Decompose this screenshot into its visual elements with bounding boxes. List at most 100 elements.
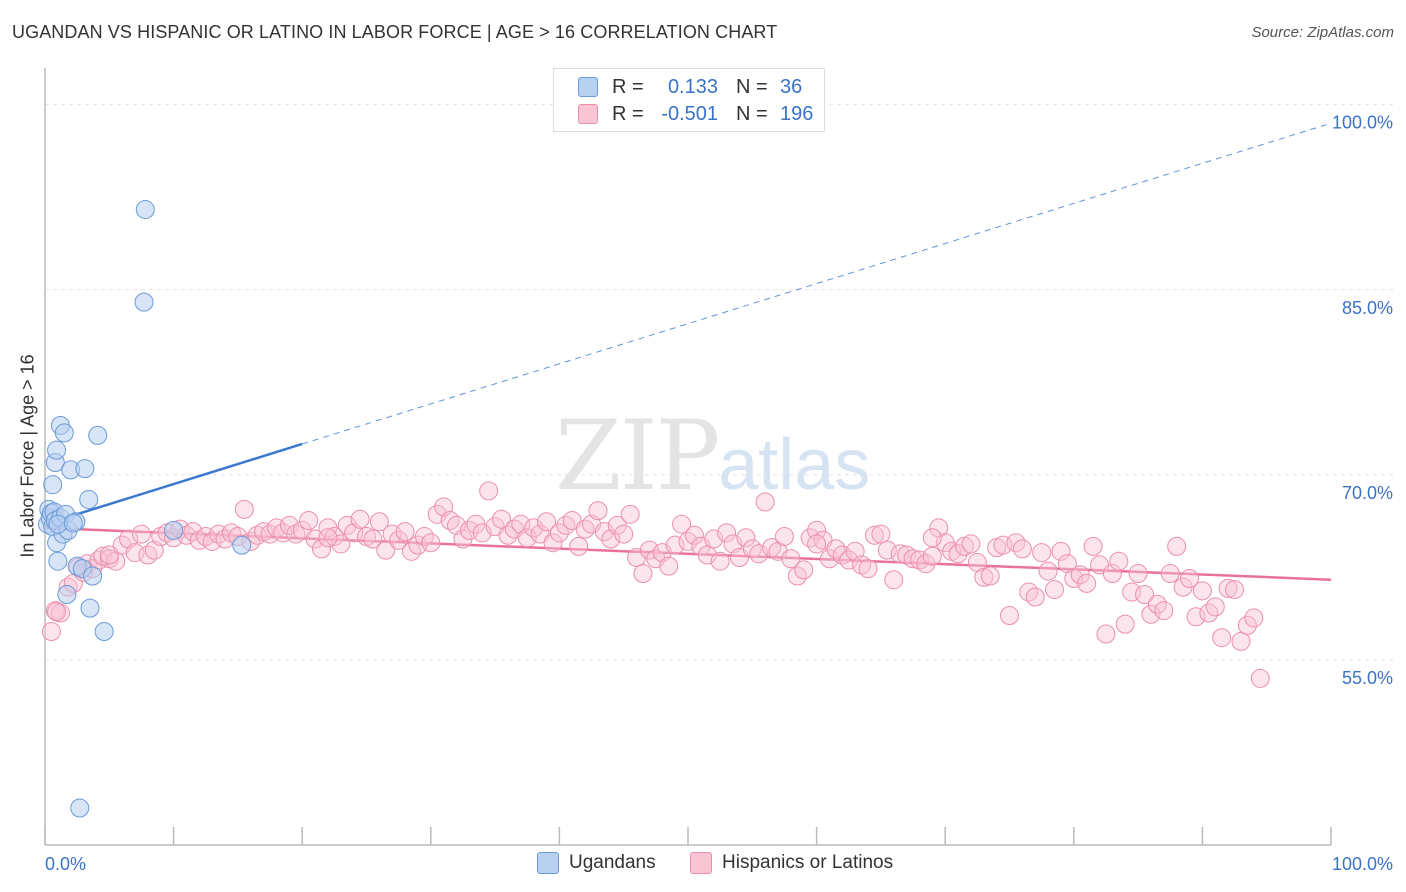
hispanic-point bbox=[234, 499, 254, 519]
axes bbox=[44, 68, 1332, 846]
y-tick-label: 70.0% bbox=[1342, 483, 1393, 503]
hispanic-point bbox=[1038, 561, 1058, 581]
hispanic-point bbox=[537, 512, 557, 532]
legend-r-value: -0.501 bbox=[661, 102, 718, 125]
ugandan-point bbox=[47, 440, 67, 460]
hispanic-point bbox=[549, 523, 569, 543]
hispanic-point bbox=[1096, 624, 1116, 644]
hispanic-point bbox=[1115, 614, 1135, 634]
hispanic-point bbox=[1186, 607, 1206, 627]
hispanic-point bbox=[672, 514, 692, 534]
legend-swatch-hispanics bbox=[578, 104, 598, 124]
hispanic-trend-line bbox=[44, 526, 1332, 581]
x-tick-label: 100.0% bbox=[1332, 854, 1393, 874]
hispanic-point bbox=[1025, 587, 1045, 607]
ugandan-point bbox=[79, 490, 99, 510]
hispanic-point bbox=[774, 527, 794, 547]
data-points bbox=[38, 200, 1270, 818]
hispanic-point bbox=[1109, 551, 1129, 571]
hispanic-point bbox=[1045, 580, 1065, 600]
hispanic-point bbox=[1135, 585, 1155, 605]
hispanic-point bbox=[1180, 568, 1200, 588]
hispanic-point bbox=[1212, 628, 1232, 648]
watermark: ZIPatlas bbox=[555, 400, 870, 512]
hispanic-point bbox=[395, 522, 415, 542]
hispanic-point bbox=[742, 539, 762, 559]
chart-title: UGANDAN VS HISPANIC OR LATINO IN LABOR F… bbox=[12, 22, 778, 42]
tick-labels: 55.0% 70.0% 85.0% 100.0% 0.0% 100.0% bbox=[45, 113, 1393, 874]
source-credit: Source: ZipAtlas.com bbox=[1251, 24, 1394, 41]
hispanic-point bbox=[1051, 541, 1071, 561]
hispanic-point bbox=[1244, 608, 1264, 628]
hispanic-point bbox=[1205, 597, 1225, 617]
hispanic-point bbox=[916, 554, 936, 574]
hispanic-point bbox=[890, 544, 910, 564]
hispanic-point bbox=[852, 555, 872, 575]
hispanic-point bbox=[575, 519, 595, 539]
ugandan-point bbox=[70, 798, 90, 818]
hispanic-point bbox=[479, 481, 499, 501]
hispanic-point bbox=[633, 564, 653, 584]
correlation-legend: R = 0.133 N = 36 R = -0.501 N = 196 bbox=[553, 68, 825, 132]
hispanic-point bbox=[858, 559, 878, 579]
hispanic-point bbox=[903, 549, 923, 569]
hispanic-point bbox=[1141, 604, 1161, 624]
hispanic-point bbox=[421, 533, 441, 553]
hispanic-point bbox=[684, 525, 704, 545]
hispanic-point bbox=[1064, 568, 1084, 588]
hispanic-point bbox=[659, 556, 679, 576]
ugandan-trend-projection bbox=[302, 122, 1332, 445]
y-tick-label: 100.0% bbox=[1332, 113, 1393, 133]
hispanic-point bbox=[922, 546, 942, 566]
hispanic-point bbox=[350, 509, 370, 529]
hispanic-point bbox=[961, 534, 981, 554]
hispanic-point bbox=[1225, 580, 1245, 600]
y-axis-label: In Labor Force | Age > 16 bbox=[17, 354, 38, 558]
hispanic-point bbox=[492, 509, 512, 529]
ugandan-point bbox=[63, 513, 83, 533]
hispanic-point bbox=[948, 544, 968, 564]
ugandan-point bbox=[164, 520, 184, 540]
hispanic-point bbox=[794, 560, 814, 580]
hispanic-point bbox=[299, 510, 319, 530]
hispanic-point bbox=[221, 523, 241, 543]
hispanic-point bbox=[922, 528, 942, 548]
hispanic-point bbox=[1237, 615, 1257, 635]
ugandan-point bbox=[43, 475, 63, 495]
hispanic-point bbox=[884, 570, 904, 590]
hispanic-point bbox=[819, 549, 839, 569]
hispanic-point bbox=[1160, 564, 1180, 584]
hispanic-point bbox=[1000, 606, 1019, 625]
series-label-ugandans: Ugandans bbox=[569, 852, 656, 873]
y-tick-label: 55.0% bbox=[1342, 668, 1393, 688]
legend-n-label: N = bbox=[736, 102, 768, 125]
hispanic-point bbox=[517, 528, 537, 548]
series-legend-ugandans[interactable]: Ugandans bbox=[537, 852, 656, 874]
hispanic-point bbox=[318, 528, 338, 548]
ugandan-point bbox=[83, 566, 103, 586]
ugandan-point bbox=[134, 292, 154, 312]
legend-row-ugandans: R = 0.133 N = 36 bbox=[578, 74, 820, 100]
hispanic-point bbox=[41, 622, 61, 642]
hispanic-point bbox=[543, 533, 563, 553]
hispanic-point bbox=[1077, 573, 1097, 593]
hispanic-point bbox=[45, 601, 65, 621]
watermark-zip: ZIP bbox=[555, 400, 720, 512]
hispanic-point bbox=[569, 536, 589, 556]
hispanic-point bbox=[807, 520, 827, 540]
hispanic-point bbox=[1128, 564, 1148, 584]
hispanic-point bbox=[440, 510, 460, 530]
legend-r-value: 0.133 bbox=[667, 75, 718, 98]
hispanic-point bbox=[138, 545, 158, 565]
x-tick-label: 0.0% bbox=[45, 854, 86, 874]
hispanic-point bbox=[556, 515, 576, 535]
watermark-atlas: atlas bbox=[718, 425, 871, 505]
hispanic-point bbox=[1102, 564, 1122, 584]
hispanic-point bbox=[871, 524, 891, 544]
ugandan-point bbox=[135, 200, 155, 220]
hispanic-point bbox=[877, 540, 897, 560]
hispanic-point bbox=[369, 512, 389, 532]
series-legend-hispanics[interactable]: Hispanics or Latinos bbox=[690, 852, 893, 874]
hispanic-point bbox=[311, 539, 331, 559]
